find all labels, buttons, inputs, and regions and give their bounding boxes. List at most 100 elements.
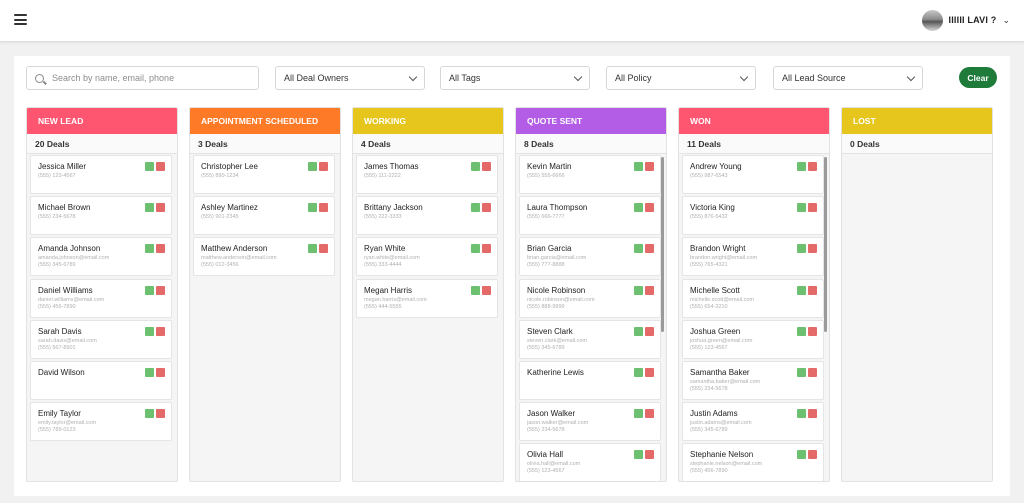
- mark-lost-button[interactable]: [808, 367, 817, 377]
- deal-card[interactable]: Joshua Green joshua.green@email.com (555) …: [682, 319, 824, 359]
- column-scrollbar[interactable]: [661, 157, 664, 332]
- card-list[interactable]: James Thomas (555) 111-2222 Brittany Jacks…: [356, 155, 498, 481]
- mark-won-button[interactable]: [308, 244, 317, 254]
- mark-lost-button[interactable]: [808, 285, 817, 295]
- mark-won-button[interactable]: [471, 244, 480, 254]
- card-list[interactable]: [845, 155, 987, 481]
- mark-lost-button[interactable]: [808, 409, 817, 419]
- mark-lost-button[interactable]: [319, 244, 328, 254]
- user-name[interactable]: IIIIII LAVI ?: [948, 15, 997, 25]
- deal-card[interactable]: Michelle Scott michelle.scott@email.com (5…: [682, 278, 824, 318]
- mark-won-button[interactable]: [145, 326, 154, 336]
- mark-won-button[interactable]: [308, 162, 317, 171]
- search-box[interactable]: [26, 66, 259, 90]
- mark-won-button[interactable]: [634, 162, 643, 171]
- policy-select[interactable]: All Policy: [606, 66, 756, 90]
- deal-card[interactable]: Laura Thompson (555) 666-7777: [519, 196, 661, 236]
- deal-card[interactable]: Amanda Johnson amanda.johnson@email.com (5…: [30, 237, 172, 277]
- search-input[interactable]: [52, 73, 252, 83]
- mark-lost-button[interactable]: [156, 162, 165, 171]
- mark-lost-button[interactable]: [645, 162, 654, 171]
- mark-won-button[interactable]: [634, 450, 643, 460]
- mark-lost-button[interactable]: [156, 367, 165, 377]
- mark-lost-button[interactable]: [645, 244, 654, 254]
- mark-lost-button[interactable]: [156, 285, 165, 295]
- deal-card[interactable]: Ryan White ryan.white@email.com (555) 333-…: [356, 237, 498, 277]
- lead-source-select[interactable]: All Lead Source: [773, 66, 923, 90]
- mark-won-button[interactable]: [145, 367, 154, 377]
- mark-lost-button[interactable]: [645, 450, 654, 460]
- deal-card[interactable]: Brian Garcia brian.garcia@email.com (555) …: [519, 237, 661, 277]
- deal-card[interactable]: Daniel Williams daniel.williams@email.com…: [30, 278, 172, 318]
- mark-lost-button[interactable]: [808, 326, 817, 336]
- mark-won-button[interactable]: [308, 203, 317, 213]
- deal-card[interactable]: Kevin Martin (555) 555-6666: [519, 155, 661, 194]
- mark-won-button[interactable]: [145, 203, 154, 213]
- deal-card[interactable]: David Wilson: [30, 360, 172, 400]
- mark-won-button[interactable]: [797, 367, 806, 377]
- card-list[interactable]: Jessica Miller (555) 123-4567 Michael Brow…: [30, 155, 172, 481]
- mark-lost-button[interactable]: [645, 203, 654, 213]
- deal-card[interactable]: Andrew Young (555) 987-6543: [682, 155, 824, 194]
- mark-lost-button[interactable]: [645, 409, 654, 419]
- mark-won-button[interactable]: [145, 162, 154, 171]
- mark-lost-button[interactable]: [482, 285, 491, 295]
- mark-lost-button[interactable]: [645, 285, 654, 295]
- mark-won-button[interactable]: [145, 285, 154, 295]
- mark-lost-button[interactable]: [319, 162, 328, 171]
- clear-button[interactable]: Clear: [959, 67, 997, 88]
- mark-lost-button[interactable]: [645, 326, 654, 336]
- mark-won-button[interactable]: [634, 326, 643, 336]
- avatar[interactable]: [921, 9, 943, 31]
- deal-card[interactable]: Victoria King (555) 876-5432: [682, 196, 824, 236]
- column-scrollbar[interactable]: [824, 157, 827, 332]
- hamburger-icon[interactable]: [14, 14, 27, 25]
- mark-won-button[interactable]: [471, 285, 480, 295]
- mark-lost-button[interactable]: [645, 367, 654, 377]
- mark-won-button[interactable]: [634, 285, 643, 295]
- mark-won-button[interactable]: [634, 203, 643, 213]
- mark-won-button[interactable]: [145, 409, 154, 419]
- mark-lost-button[interactable]: [156, 326, 165, 336]
- deal-card[interactable]: Matthew Anderson matthew.anderson@email.c…: [193, 237, 335, 277]
- mark-lost-button[interactable]: [156, 409, 165, 419]
- mark-won-button[interactable]: [634, 409, 643, 419]
- tags-select[interactable]: All Tags: [440, 66, 590, 90]
- mark-won-button[interactable]: [797, 326, 806, 336]
- deal-card[interactable]: Ashley Martinez (555) 901-2345: [193, 196, 335, 236]
- deal-card[interactable]: Jessica Miller (555) 123-4567: [30, 155, 172, 194]
- mark-won-button[interactable]: [471, 162, 480, 171]
- deal-card[interactable]: Steven Clark steven.clark@email.com (555) …: [519, 319, 661, 359]
- card-list[interactable]: Andrew Young (555) 987-6543 Victoria King(…: [682, 155, 824, 481]
- mark-won-button[interactable]: [634, 367, 643, 377]
- mark-won-button[interactable]: [797, 409, 806, 419]
- mark-lost-button[interactable]: [808, 203, 817, 213]
- mark-won-button[interactable]: [797, 162, 806, 171]
- chevron-down-icon[interactable]: ⌄: [1002, 14, 1010, 25]
- deal-card[interactable]: Jason Walker jason.walker@email.com (555) …: [519, 402, 661, 442]
- mark-lost-button[interactable]: [482, 244, 491, 254]
- card-list[interactable]: Christopher Lee (555) 890-1234 Ashley Mart…: [193, 155, 335, 481]
- deal-card[interactable]: Samantha Baker samantha.baker@email.com (5…: [682, 360, 824, 400]
- deal-card[interactable]: James Thomas (555) 111-2222: [356, 155, 498, 194]
- mark-won-button[interactable]: [797, 450, 806, 460]
- mark-lost-button[interactable]: [156, 244, 165, 254]
- deal-card[interactable]: Stephanie Nelson stephanie.nelson@email.c…: [682, 443, 824, 481]
- card-list[interactable]: Kevin Martin (555) 555-6666 Laura Thompson…: [519, 155, 661, 481]
- mark-won-button[interactable]: [797, 203, 806, 213]
- mark-won-button[interactable]: [634, 244, 643, 254]
- deal-card[interactable]: Megan Harris megan.harris@email.com (555) …: [356, 278, 498, 318]
- deal-owners-select[interactable]: All Deal Owners: [275, 66, 425, 90]
- mark-lost-button[interactable]: [808, 450, 817, 460]
- mark-won-button[interactable]: [145, 244, 154, 254]
- mark-won-button[interactable]: [471, 203, 480, 213]
- deal-card[interactable]: Sarah Davis sarah.davis@email.com (555) 56…: [30, 319, 172, 359]
- deal-card[interactable]: Katherine Lewis: [519, 360, 661, 400]
- mark-lost-button[interactable]: [808, 162, 817, 171]
- mark-lost-button[interactable]: [319, 203, 328, 213]
- deal-card[interactable]: Nicole Robinson nicole.robinson@email.com…: [519, 278, 661, 318]
- mark-lost-button[interactable]: [808, 244, 817, 254]
- deal-card[interactable]: Emily Taylor emily.taylor@email.com (555) …: [30, 402, 172, 442]
- user-menu[interactable]: IIIIII LAVI ? ⌄: [921, 9, 1010, 31]
- mark-lost-button[interactable]: [156, 203, 165, 213]
